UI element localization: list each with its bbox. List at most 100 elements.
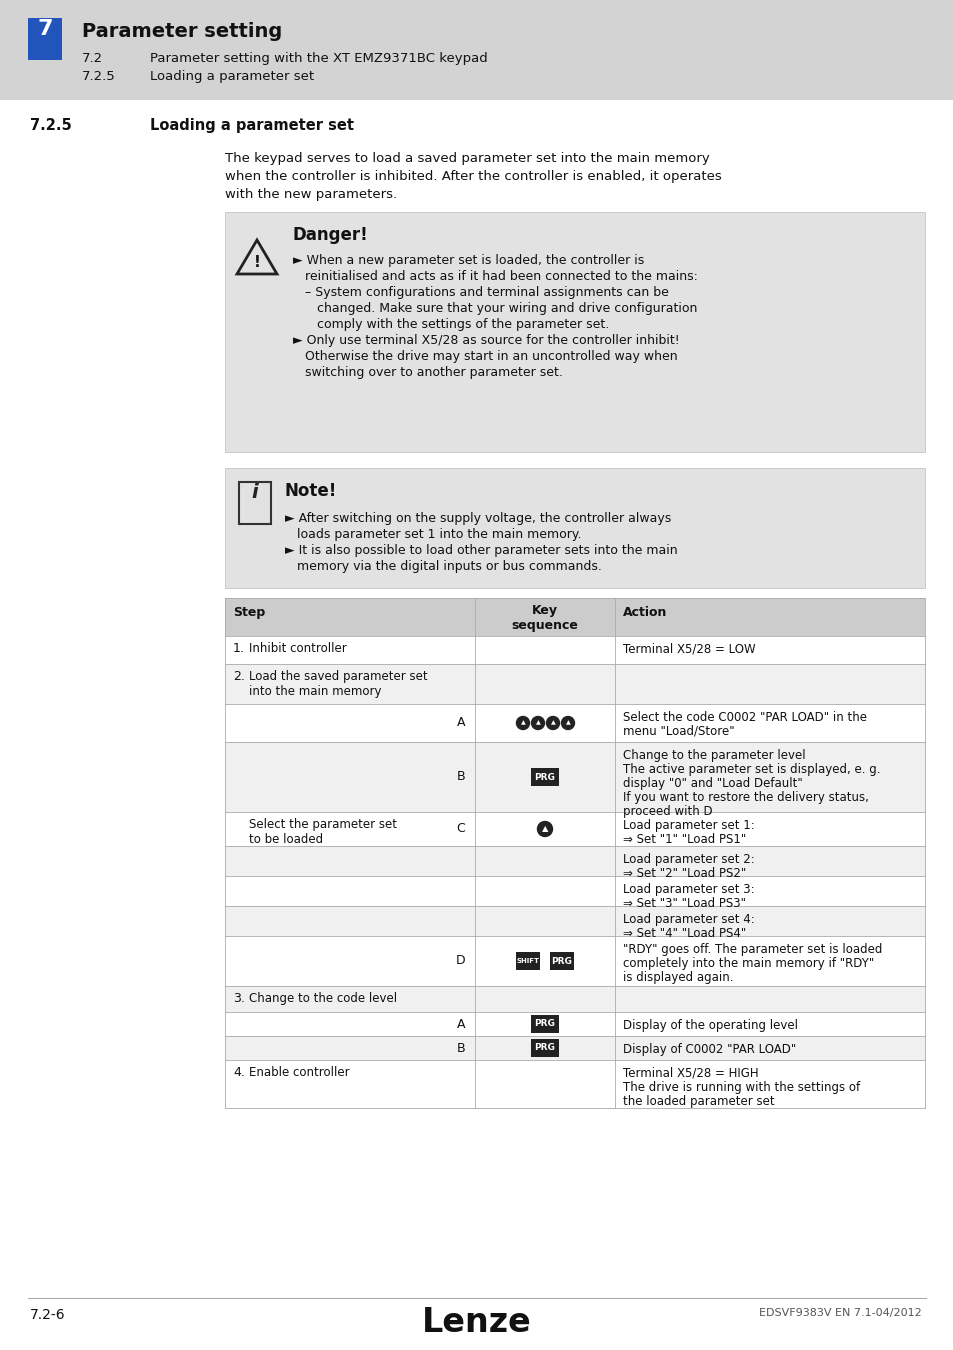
Circle shape (561, 717, 574, 729)
Text: – System configurations and terminal assignments can be: – System configurations and terminal ass… (293, 286, 668, 298)
Circle shape (537, 822, 552, 837)
Circle shape (546, 717, 558, 729)
Text: C: C (456, 822, 464, 836)
Bar (531, 1040, 558, 1057)
Text: ► When a new parameter set is loaded, the controller is: ► When a new parameter set is loaded, th… (293, 254, 643, 267)
Text: ► After switching on the supply voltage, the controller always: ► After switching on the supply voltage,… (285, 512, 671, 525)
Bar (225, 212, 924, 452)
Bar (531, 1015, 558, 1033)
Bar (225, 598, 924, 636)
Circle shape (516, 717, 529, 729)
Text: the loaded parameter set: the loaded parameter set (622, 1095, 774, 1108)
Text: ▲: ▲ (541, 825, 548, 833)
Text: when the controller is inhibited. After the controller is enabled, it operates: when the controller is inhibited. After … (225, 170, 721, 184)
Text: with the new parameters.: with the new parameters. (225, 188, 396, 201)
Text: Change to the parameter level: Change to the parameter level (622, 749, 804, 761)
Text: 2.: 2. (233, 670, 245, 683)
Text: display "0" and "Load Default": display "0" and "Load Default" (622, 778, 801, 790)
Text: A: A (456, 1018, 464, 1030)
Text: Display of the operating level: Display of the operating level (622, 1019, 797, 1031)
Bar (225, 743, 924, 811)
Text: completely into the main memory if "RDY": completely into the main memory if "RDY" (622, 957, 873, 971)
Bar (0, 0, 953, 100)
Text: Display of C0002 "PAR LOAD": Display of C0002 "PAR LOAD" (622, 1044, 796, 1056)
Bar (225, 906, 924, 936)
Bar (531, 768, 558, 786)
Text: Parameter setting with the XT EMZ9371BC keypad: Parameter setting with the XT EMZ9371BC … (150, 53, 487, 65)
Bar (225, 664, 924, 703)
Text: ⇒ Set "2" "Load PS2": ⇒ Set "2" "Load PS2" (622, 867, 745, 880)
Text: A: A (456, 717, 464, 729)
Text: Inhibit controller: Inhibit controller (249, 643, 346, 655)
Text: Enable controller: Enable controller (249, 1066, 349, 1079)
Bar (550, 952, 574, 971)
Text: PRG: PRG (534, 772, 555, 782)
Text: B: B (456, 1041, 464, 1054)
Text: PRG: PRG (534, 1044, 555, 1053)
Text: The drive is running with the settings of: The drive is running with the settings o… (622, 1081, 860, 1094)
Bar (225, 936, 924, 986)
Text: Otherwise the drive may start in an uncontrolled way when: Otherwise the drive may start in an unco… (293, 350, 677, 363)
Text: Step: Step (233, 606, 265, 620)
Bar (225, 1012, 924, 1035)
Text: If you want to restore the delivery status,: If you want to restore the delivery stat… (622, 791, 868, 805)
Text: menu "Load/Store": menu "Load/Store" (622, 725, 734, 738)
Text: Load the saved parameter set: Load the saved parameter set (249, 670, 427, 683)
Text: ▲: ▲ (520, 721, 525, 725)
Text: B: B (456, 771, 464, 783)
Text: 3.: 3. (233, 992, 245, 1004)
Text: 4.: 4. (233, 1066, 245, 1079)
Text: Parameter setting: Parameter setting (82, 22, 282, 40)
Bar (28, 18, 62, 59)
Text: reinitialised and acts as if it had been connected to the mains:: reinitialised and acts as if it had been… (293, 270, 698, 284)
Text: Note!: Note! (285, 482, 337, 500)
Bar (225, 1035, 924, 1060)
Bar (225, 986, 924, 1012)
Text: Danger!: Danger! (293, 225, 369, 244)
Text: Select the code C0002 "PAR LOAD" in the: Select the code C0002 "PAR LOAD" in the (622, 711, 866, 724)
Text: !: ! (253, 255, 260, 270)
Bar (516, 952, 539, 971)
Text: memory via the digital inputs or bus commands.: memory via the digital inputs or bus com… (285, 560, 601, 572)
Text: Terminal X5/28 = LOW: Terminal X5/28 = LOW (622, 643, 755, 656)
Bar (225, 1060, 924, 1108)
Text: ⇒ Set "1" "Load PS1": ⇒ Set "1" "Load PS1" (622, 833, 745, 846)
Text: is displayed again.: is displayed again. (622, 971, 733, 984)
Text: switching over to another parameter set.: switching over to another parameter set. (293, 366, 562, 379)
Text: Loading a parameter set: Loading a parameter set (150, 70, 314, 82)
Bar (225, 636, 924, 664)
Text: ▲: ▲ (535, 721, 539, 725)
Text: 7.2.5: 7.2.5 (82, 70, 115, 82)
Text: D: D (455, 954, 464, 968)
Text: ▲: ▲ (565, 721, 570, 725)
Text: changed. Make sure that your wiring and drive configuration: changed. Make sure that your wiring and … (293, 302, 697, 315)
Bar (225, 876, 924, 906)
Text: Load parameter set 1:: Load parameter set 1: (622, 819, 754, 832)
Text: Loading a parameter set: Loading a parameter set (150, 117, 354, 134)
Bar (225, 703, 924, 742)
Text: i: i (252, 483, 258, 502)
Text: PRG: PRG (534, 1019, 555, 1029)
Text: 7.2.5: 7.2.5 (30, 117, 71, 134)
Text: Lenze: Lenze (421, 1305, 532, 1339)
Text: 1.: 1. (233, 643, 245, 655)
Text: Key
sequence: Key sequence (511, 603, 578, 632)
Text: SHIFT: SHIFT (516, 958, 539, 964)
Bar (239, 482, 271, 524)
Text: Load parameter set 4:: Load parameter set 4: (622, 913, 754, 926)
Text: PRG: PRG (551, 957, 572, 965)
Text: Terminal X5/28 = HIGH: Terminal X5/28 = HIGH (622, 1066, 758, 1080)
Text: 7: 7 (37, 19, 52, 39)
Text: The keypad serves to load a saved parameter set into the main memory: The keypad serves to load a saved parame… (225, 153, 709, 165)
Text: Load parameter set 2:: Load parameter set 2: (622, 853, 754, 865)
Text: "RDY" goes off. The parameter set is loaded: "RDY" goes off. The parameter set is loa… (622, 944, 882, 956)
Text: loads parameter set 1 into the main memory.: loads parameter set 1 into the main memo… (285, 528, 581, 541)
Text: 7.2-6: 7.2-6 (30, 1308, 66, 1322)
Text: ► Only use terminal X5/28 as source for the controller inhibit!: ► Only use terminal X5/28 as source for … (293, 333, 679, 347)
Text: proceed with D: proceed with D (622, 805, 712, 818)
Text: ⇒ Set "4" "Load PS4": ⇒ Set "4" "Load PS4" (622, 927, 745, 940)
Text: The active parameter set is displayed, e. g.: The active parameter set is displayed, e… (622, 763, 880, 776)
Text: ► It is also possible to load other parameter sets into the main: ► It is also possible to load other para… (285, 544, 677, 558)
Bar (225, 468, 924, 589)
Text: Action: Action (622, 606, 667, 620)
